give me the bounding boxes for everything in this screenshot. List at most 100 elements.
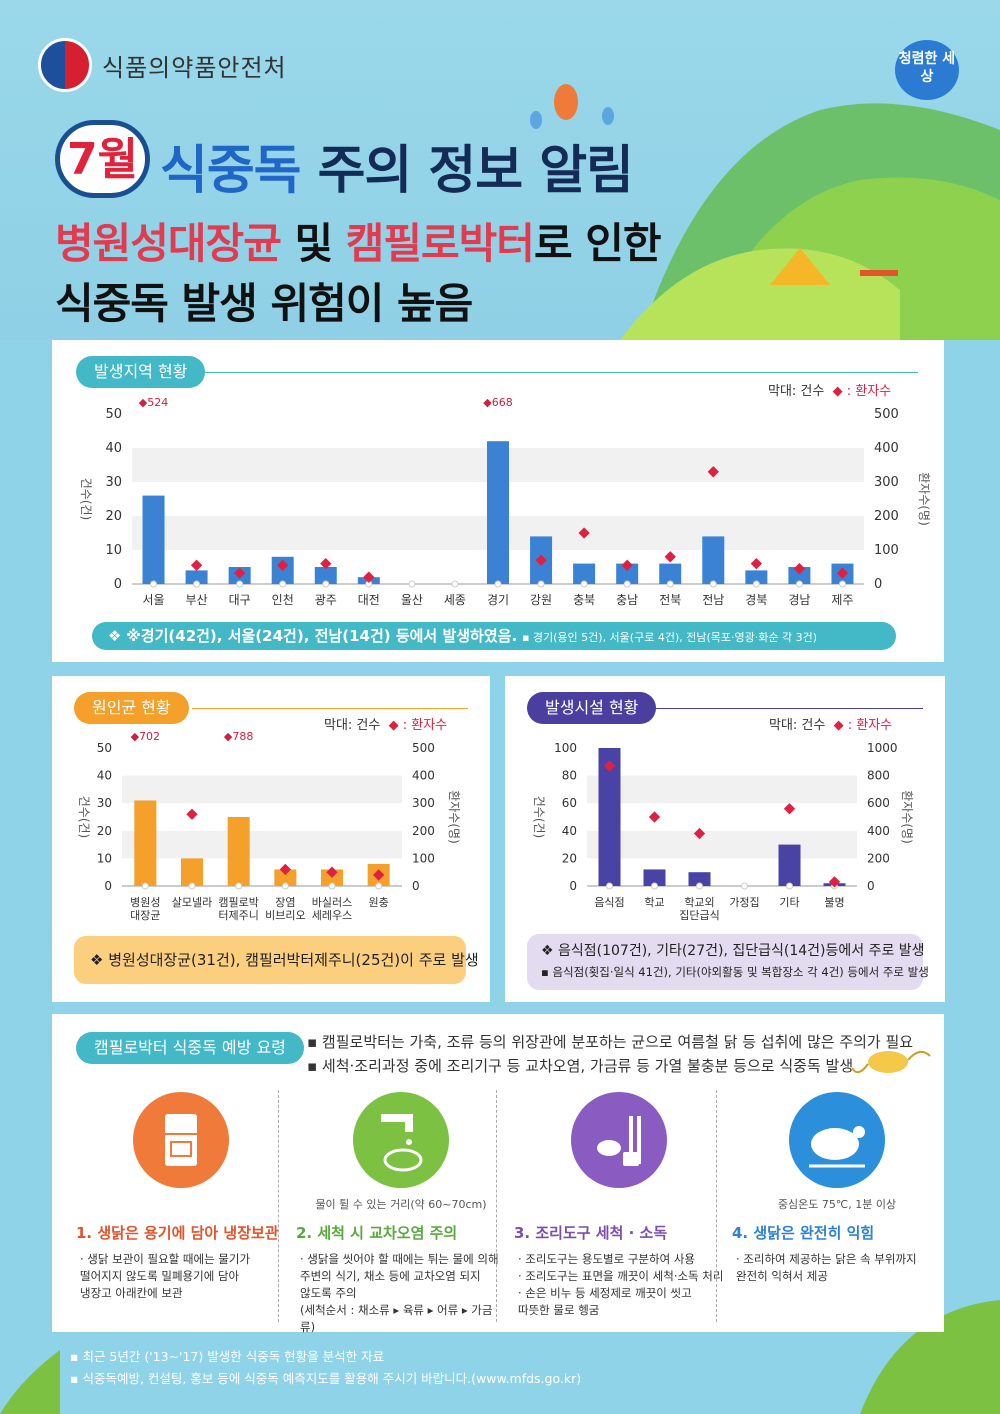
offscale-patient-label: ◆788 xyxy=(224,730,253,743)
fridge-icon xyxy=(133,1092,229,1188)
region-label: 발생지역 현황 xyxy=(76,356,206,388)
subheadline-tail: 로 인한 xyxy=(533,219,662,268)
category-label: 충남 xyxy=(616,593,638,607)
y-tick-label: 20 xyxy=(562,851,577,865)
y-axis-title: 건수(건) xyxy=(77,796,91,838)
baseline-dot xyxy=(235,882,243,890)
y-tick-label: 10 xyxy=(97,851,112,865)
grid-band xyxy=(587,830,857,859)
category-label: 대전 xyxy=(358,593,380,607)
region-panel: 발생지역 현황 막대: 건수 ◆ : 환자수 0 10 20 30 40 50 0 100 20… xyxy=(52,340,944,662)
step-caption: 중심온도 75℃, 1분 이상 xyxy=(777,1198,897,1211)
patient-marker xyxy=(664,551,676,563)
y-tick-label: 20 xyxy=(97,824,112,838)
category-label: 경남 xyxy=(788,593,810,607)
y2-tick-label: 300 xyxy=(874,475,899,490)
bar xyxy=(688,872,711,886)
baseline-dot xyxy=(188,882,196,890)
bar xyxy=(788,567,811,584)
agency-name: 식품의약품안전처 xyxy=(102,53,287,82)
bar xyxy=(314,567,337,584)
y-tick-label: 40 xyxy=(562,824,577,838)
bar xyxy=(659,563,682,584)
baseline-dot xyxy=(696,882,703,890)
category-label: 살모넬라 xyxy=(172,896,212,909)
baseline-dot xyxy=(328,882,336,890)
baseline-dot xyxy=(537,580,545,588)
category-label: 학교외 xyxy=(684,896,714,909)
facility-panel: 발생시설 현황 막대: 건수 ◆ : 환자수 0 20 40 60 80 100 0 200 4… xyxy=(505,676,945,1002)
y-tick-label: 30 xyxy=(105,475,122,490)
baseline-dot xyxy=(786,882,793,890)
prevention-label: 캠필로박터 식중독 예방 요령 xyxy=(76,1032,304,1064)
offscale-patient-label: ◆702 xyxy=(131,730,160,743)
category-label: 경기 xyxy=(487,593,509,607)
offscale-patient-label: ◆668 xyxy=(483,396,512,409)
y-tick-label: 40 xyxy=(105,441,122,456)
category-label: 강원 xyxy=(530,593,552,607)
baseline-dot xyxy=(375,882,383,890)
bar xyxy=(573,563,596,584)
bar xyxy=(702,536,725,584)
legend-dot-text: ◆ : 환자수 xyxy=(833,718,893,733)
step-title: 1. 생닭은 용기에 담아 냉장보관 xyxy=(76,1224,279,1242)
patient-marker xyxy=(836,567,849,579)
headline: 식중독 주의 정보 알림 xyxy=(160,128,634,203)
category-label: 제주 xyxy=(831,593,853,607)
agency-logo: 식품의약품안전처 xyxy=(38,38,287,92)
legend-bar-text: 막대: 건수 xyxy=(769,718,826,733)
y-tick-label: 0 xyxy=(114,577,122,592)
step-line: 떨어지지 않도록 밀폐용기에 담아 xyxy=(80,1269,240,1283)
baseline-dot xyxy=(666,580,674,588)
bottom-hills xyxy=(0,1300,1000,1414)
y2-tick-label: 500 xyxy=(412,741,435,755)
bar xyxy=(134,800,157,886)
category-label: 집단급식 xyxy=(679,909,719,922)
category-label: 광주 xyxy=(315,593,337,607)
facility-label: 발생시설 현황 xyxy=(527,692,657,724)
step-body: · 조리도구는 용도별로 구분하여 사용 · 조리도구는 표면을 깨끗이 세척·… xyxy=(514,1251,724,1319)
category-label: 병원성 xyxy=(130,896,160,909)
category-label: 불명 xyxy=(824,896,844,909)
prevention-description: ▪ 캠필로박터는 가축, 조류 등의 위장관에 분포하는 균으로 여름철 닭 등… xyxy=(307,1030,913,1078)
step-line: · 손은 비누 등 세정제로 깨끗이 씻고 xyxy=(518,1286,692,1300)
patient-marker xyxy=(693,827,706,840)
y2-tick-label: 200 xyxy=(874,509,899,524)
region-note: ❖ ※경기(42건), 서울(24건), 전남(14건) 등에서 발생하였음. … xyxy=(92,622,896,650)
bar xyxy=(227,817,250,886)
y-tick-label: 50 xyxy=(97,741,112,755)
y-tick-label: 40 xyxy=(97,769,112,783)
step-line: (세척순서 : 채소류 ▸ 육류 ▸ 어류 ▸ 가금류) xyxy=(300,1303,493,1334)
subheadline-conj: 및 xyxy=(280,219,346,268)
legend-dot-text: ◆ : 환자수 xyxy=(832,384,892,399)
y2-tick-label: 200 xyxy=(867,851,890,865)
headline-keyword: 식중독 xyxy=(160,141,302,201)
baseline-dot xyxy=(606,882,613,890)
step-title: 3. 조리도구 세척 · 소독 xyxy=(514,1224,668,1242)
step-line: · 생닭을 씻어야 할 때에는 튀는 물에 의해 xyxy=(300,1252,499,1266)
category-label: 가정집 xyxy=(729,896,759,909)
y2-tick-label: 0 xyxy=(412,879,420,893)
step-caption: 물이 튈 수 있는 거리(약 60~70cm) xyxy=(315,1198,487,1211)
footer-line-1: ▪ 최근 5년간 ('13~'17) 발생한 식중독 현황을 분석한 자료 xyxy=(70,1349,385,1364)
prevention-step-4: 중심온도 75℃, 1분 이상 4. 생닭은 완전히 익힘 · 조리하여 제공하… xyxy=(732,1092,942,1285)
step-line: 주변의 식기, 채소 등에 교차오염 되지 xyxy=(300,1269,481,1283)
category-label: 경북 xyxy=(745,593,767,607)
category-label: 전남 xyxy=(702,593,724,607)
patient-marker xyxy=(578,527,590,539)
y2-tick-label: 800 xyxy=(867,769,890,783)
step-title: 2. 세척 시 교차오염 주의 xyxy=(296,1224,458,1242)
bar xyxy=(616,563,639,584)
facility-note-small: ▪ 음식점(횟집·일식 41건), 기타(야외활동 및 복합장소 각 4건) 등… xyxy=(541,965,929,979)
step-line: · 조리도구는 표면을 깨끗이 세척·소독 처리 xyxy=(518,1269,724,1283)
category-label: 서울 xyxy=(142,593,164,607)
y2-tick-label: 300 xyxy=(412,796,435,810)
pathogen-label-line xyxy=(192,708,468,709)
y2-tick-label: 100 xyxy=(874,543,899,558)
step-caption xyxy=(76,1196,286,1210)
y-tick-label: 10 xyxy=(105,543,122,558)
month-badge: 7월 xyxy=(55,120,150,198)
baseline-dot xyxy=(651,882,658,890)
y2-tick-label: 1000 xyxy=(867,741,898,755)
